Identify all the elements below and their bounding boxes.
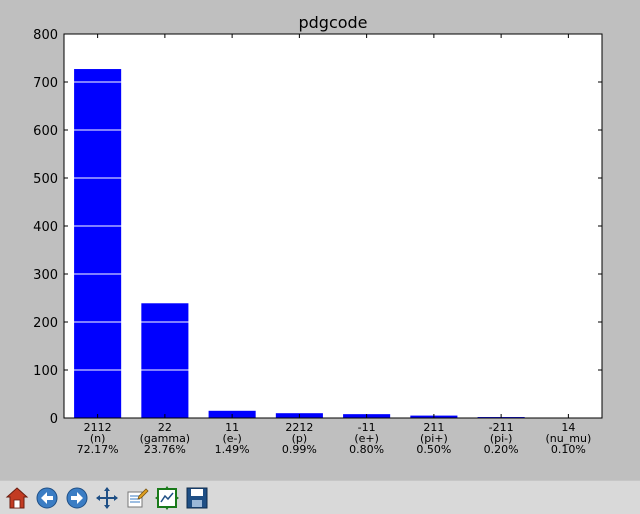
x-tick-label-percent: 23.76%: [144, 443, 186, 456]
x-tick-label-name: (p): [292, 432, 308, 445]
x-tick-label-percent: 0.50%: [416, 443, 451, 456]
back-button[interactable]: [33, 484, 61, 512]
edit-subplots-icon: [127, 487, 149, 507]
y-tick-label: 400: [33, 220, 58, 235]
grid-lines-overlay: [64, 81, 602, 371]
x-tick-label-percent: 1.49%: [215, 443, 250, 456]
y-tick-label: 700: [33, 76, 58, 91]
bar-22: [141, 303, 189, 418]
chart-title: pdgcode: [298, 13, 367, 32]
save-icon: [186, 487, 208, 508]
forward-arrow-icon: [66, 487, 88, 508]
x-tick-label-percent: 0.20%: [484, 443, 519, 456]
y-tick-label: 600: [33, 124, 58, 139]
edit-subplots-button[interactable]: [123, 484, 151, 512]
x-tick-label-code: -11: [358, 421, 376, 434]
x-tick-label-percent: 0.99%: [282, 443, 317, 456]
x-tick-label-name: (gamma): [140, 432, 190, 445]
navigation-toolbar: [0, 480, 640, 514]
y-tick-label: 100: [33, 364, 58, 379]
x-tick-label-percent: 0.10%: [551, 443, 586, 456]
x-tick-label-code: 11: [225, 421, 239, 434]
home-button[interactable]: [3, 484, 31, 512]
zoom-rect-button[interactable]: [153, 484, 181, 512]
x-tick-label-code: 2212: [285, 421, 313, 434]
save-button[interactable]: [183, 484, 211, 512]
x-tick-label-percent: 72.17%: [77, 443, 119, 456]
x-tick-label-name: (pi+): [420, 432, 448, 445]
x-tick-label-code: -211: [489, 421, 514, 434]
x-tick-labels: 2112(n)72.17% 22(gamma)23.76% 11(e-)1.49% 2…: [77, 421, 592, 456]
x-tick-label-code: 14: [561, 421, 575, 434]
x-tick-label-percent: 0.80%: [349, 443, 384, 456]
x-tick-label-code: 211: [423, 421, 444, 434]
y-tick-labels: 0 100 200 300 400 500 600 700 800: [33, 28, 58, 427]
y-tick-label: 800: [33, 28, 58, 43]
y-tick-label: 200: [33, 316, 58, 331]
ticks: [64, 33, 602, 419]
back-arrow-icon: [36, 487, 58, 508]
x-tick-label-name: (e-): [222, 432, 241, 445]
x-tick-label-code: 2112: [84, 421, 112, 434]
pan-button[interactable]: [93, 484, 121, 512]
home-icon: [5, 486, 29, 508]
bar-2112: [74, 69, 122, 418]
x-tick-label-name: (pi-): [490, 432, 513, 445]
x-tick-label-code: 22: [158, 421, 172, 434]
forward-button[interactable]: [63, 484, 91, 512]
y-tick-label: 0: [50, 412, 58, 427]
y-tick-label: 300: [33, 268, 58, 283]
zoom-rect-icon: [155, 485, 179, 510]
x-tick-label-name: (nu_mu): [546, 432, 592, 445]
x-tick-label-name: (e+): [354, 432, 379, 445]
x-tick-label-name: (n): [90, 432, 106, 445]
pan-icon: [96, 486, 118, 509]
figure: pdgcode 0 100 200 300 400 500 600 700 800 2112 (n…: [33, 13, 603, 456]
y-tick-label: 500: [33, 172, 58, 187]
